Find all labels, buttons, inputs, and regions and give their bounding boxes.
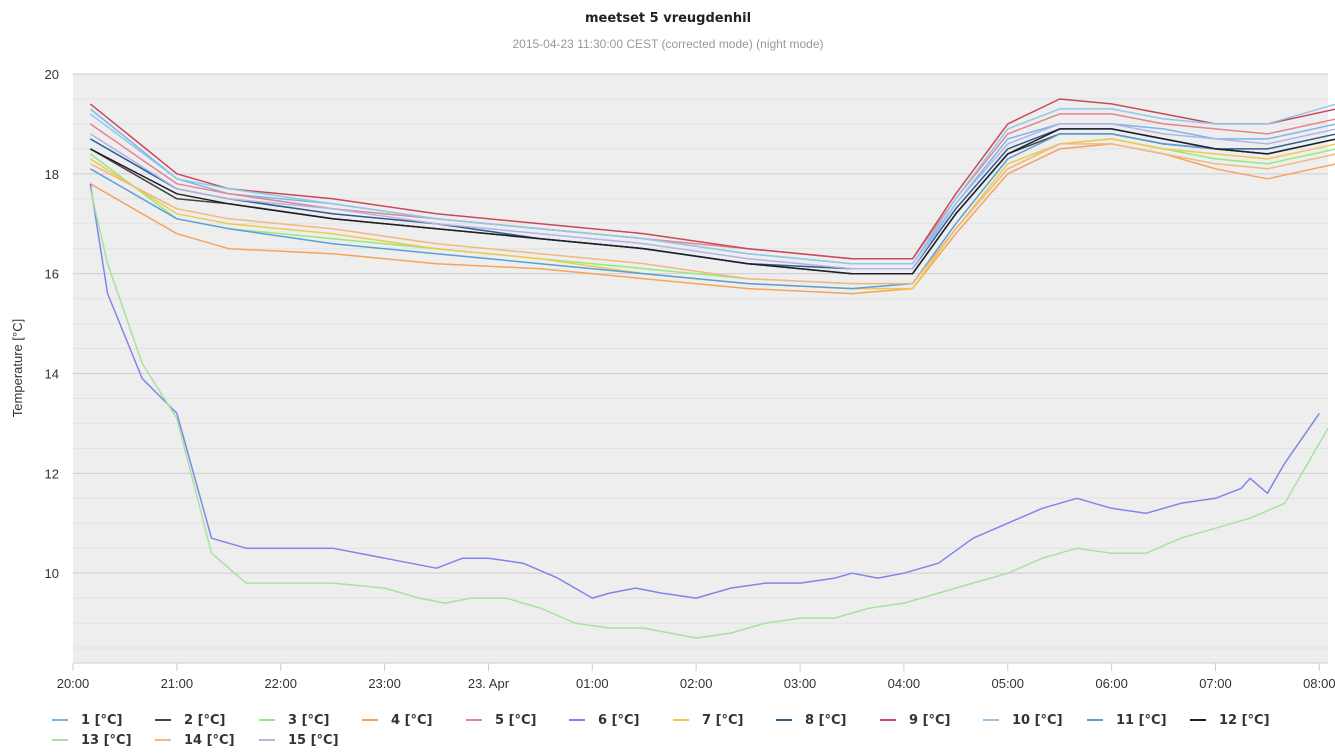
legend-label: 13 [°C] xyxy=(81,733,132,748)
legend-label: 4 [°C] xyxy=(391,713,433,728)
x-tick-label: 20:00 xyxy=(57,676,90,691)
legend-label: 1 [°C] xyxy=(81,713,123,728)
x-tick-label: 21:00 xyxy=(161,676,194,691)
legend-label: 15 [°C] xyxy=(288,733,339,748)
y-tick-label: 18 xyxy=(45,167,59,182)
x-tick-label: 22:00 xyxy=(264,676,297,691)
chart-subtitle: 2015-04-23 11:30:00 CEST (corrected mode… xyxy=(512,37,823,51)
legend-item-14[interactable]: 14 [°C] xyxy=(155,733,235,748)
x-axis-ticks: 20:00 21:00 22:00 23:00 23. Apr 01:00 02:00 03:… xyxy=(57,662,1335,691)
series-line-14[interactable] xyxy=(89,143,1335,285)
legend-item-8[interactable]: 8 [°C] xyxy=(776,713,847,728)
legend-item-1[interactable]: 1 [°C] xyxy=(52,713,123,728)
legend-label: 14 [°C] xyxy=(184,733,235,748)
legend-item-11[interactable]: 11 [°C] xyxy=(1087,713,1167,728)
x-tick-label: 08:00 xyxy=(1303,676,1335,691)
series-line-9[interactable] xyxy=(89,98,1335,260)
legend-label: 5 [°C] xyxy=(495,713,537,728)
legend-item-6[interactable]: 6 [°C] xyxy=(569,713,640,728)
series-line-12[interactable] xyxy=(89,128,1335,275)
x-tick-label: 06:00 xyxy=(1095,676,1128,691)
legend-label: 11 [°C] xyxy=(1116,713,1167,728)
y-axis-label: Temperature [°C] xyxy=(10,319,25,417)
legend-item-5[interactable]: 5 [°C] xyxy=(466,713,537,728)
legend-item-3[interactable]: 3 [°C] xyxy=(259,713,330,728)
x-tick-label: 02:00 xyxy=(680,676,713,691)
y-tick-label: 20 xyxy=(45,67,59,82)
y-tick-label: 14 xyxy=(45,366,59,381)
y-axis-ticks: 10 12 14 16 18 20 xyxy=(45,67,59,581)
series-line-6[interactable] xyxy=(89,183,1320,599)
legend-label: 7 [°C] xyxy=(702,713,744,728)
x-tick-label: 23. Apr xyxy=(468,676,510,691)
legend-label: 6 [°C] xyxy=(598,713,640,728)
legend-label: 9 [°C] xyxy=(909,713,951,728)
legend-item-7[interactable]: 7 [°C] xyxy=(673,713,744,728)
x-tick-label: 23:00 xyxy=(368,676,401,691)
legend-item-15[interactable]: 15 [°C] xyxy=(259,733,339,748)
x-tick-label: 05:00 xyxy=(991,676,1024,691)
legend-label: 12 [°C] xyxy=(1219,713,1270,728)
legend-label: 8 [°C] xyxy=(805,713,847,728)
legend: 1 [°C] 2 [°C] 3 [°C] 4 [°C] 5 [°C] 6 [°C] 7 [°… xyxy=(52,713,1270,748)
series-line-15[interactable] xyxy=(89,123,1335,270)
legend-item-2[interactable]: 2 [°C] xyxy=(155,713,226,728)
series-line-10[interactable] xyxy=(89,103,1335,265)
x-tick-label: 07:00 xyxy=(1199,676,1232,691)
series-line-4[interactable] xyxy=(89,143,1335,295)
y-tick-label: 12 xyxy=(45,466,59,481)
legend-item-10[interactable]: 10 [°C] xyxy=(983,713,1063,728)
series-line-11[interactable] xyxy=(89,133,1335,290)
y-tick-label: 10 xyxy=(45,566,59,581)
legend-item-13[interactable]: 13 [°C] xyxy=(52,733,132,748)
x-tick-label: 01:00 xyxy=(576,676,609,691)
x-tick-label: 04:00 xyxy=(888,676,921,691)
series-group xyxy=(89,98,1335,639)
y-tick-label: 16 xyxy=(45,267,59,282)
legend-item-9[interactable]: 9 [°C] xyxy=(880,713,951,728)
legend-item-12[interactable]: 12 [°C] xyxy=(1190,713,1270,728)
legend-item-4[interactable]: 4 [°C] xyxy=(362,713,433,728)
chart-title: meetset 5 vreugdenhil xyxy=(585,11,751,26)
legend-label: 2 [°C] xyxy=(184,713,226,728)
legend-label: 3 [°C] xyxy=(288,713,330,728)
series-line-13[interactable] xyxy=(89,188,1329,639)
series-line-7[interactable] xyxy=(89,138,1335,290)
x-tick-label: 03:00 xyxy=(784,676,817,691)
plot-background xyxy=(73,74,1328,663)
legend-label: 10 [°C] xyxy=(1012,713,1063,728)
